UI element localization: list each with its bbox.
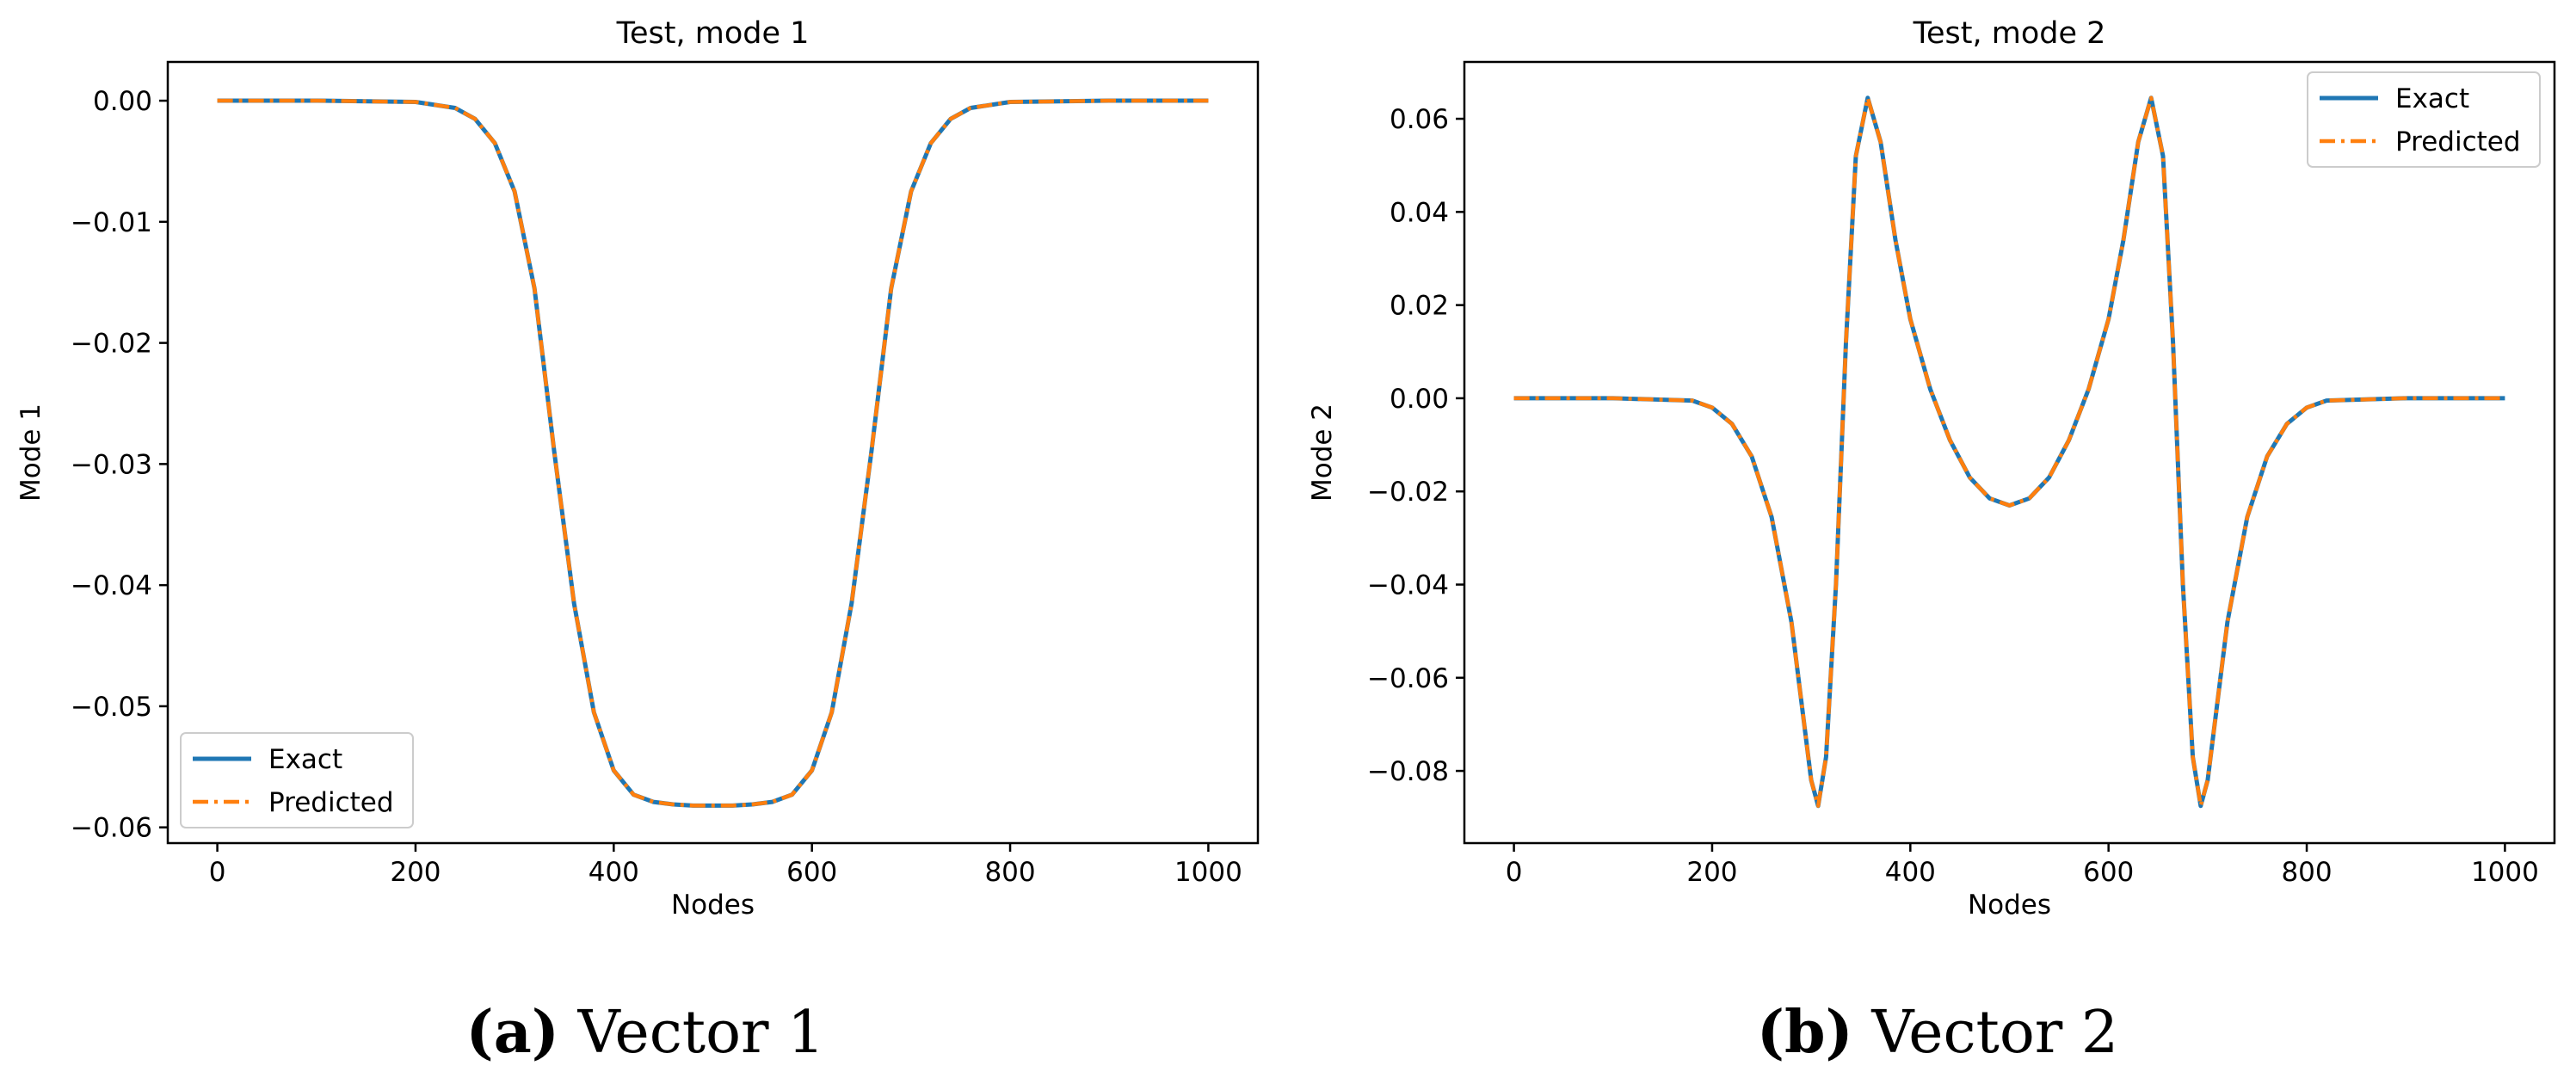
series-line-predicted (1513, 95, 2505, 808)
caption-a-letter: (a) (465, 998, 559, 1067)
chart-title: Test, mode 1 (616, 16, 810, 51)
x-axis-label: Nodes (1968, 890, 2051, 921)
y-axis-label: Mode 2 (1307, 403, 1338, 502)
caption-b: (b) Vector 2 (1464, 998, 2411, 1067)
chart-mode-2: 0 200 400 600 800 1000 0.06 0.04 0.02 0.00 −0.02 −0… (1307, 16, 2556, 921)
legend-label-predicted: Predicted (2395, 126, 2521, 157)
legend-label-exact: Exact (2395, 83, 2469, 114)
y-tick-label: 0.02 (1390, 291, 1449, 322)
legend: Exact Predicted (180, 732, 414, 828)
x-tick-label: 200 (390, 857, 441, 888)
x-tick-label: 800 (984, 857, 1035, 888)
x-tick-label: 200 (1686, 857, 1737, 888)
y-tick-label: −0.06 (71, 813, 152, 844)
x-tick-label: 400 (589, 857, 639, 888)
y-tick-label: −0.02 (71, 329, 152, 360)
y-tick-label: −0.04 (71, 570, 152, 601)
y-tick-label: −0.01 (71, 207, 152, 238)
caption-b-text: Vector 2 (1871, 999, 2119, 1067)
caption-a-text: Vector 1 (577, 999, 825, 1067)
x-tick-label: 1000 (2471, 857, 2539, 888)
legend-label-exact: Exact (268, 744, 342, 775)
y-tick-label: −0.06 (1367, 663, 1449, 694)
legend-label-predicted: Predicted (268, 787, 394, 818)
x-tick-label: 800 (2281, 857, 2332, 888)
chart-title: Test, mode 2 (1913, 16, 2106, 51)
x-axis-label: Nodes (671, 890, 755, 921)
y-tick-label: 0.00 (93, 86, 152, 117)
chart-panel-mode-1: 0 200 400 600 800 1000 0.00 −0.01 −0.02 −0.03 −0.0… (0, 0, 1288, 1080)
y-tick-label: −0.08 (1367, 756, 1449, 787)
y-tick-label: −0.05 (71, 692, 152, 723)
y-tick-label: −0.03 (71, 449, 152, 480)
caption-a: (a) Vector 1 (172, 998, 1119, 1067)
y-axis-label: Mode 1 (15, 403, 46, 502)
plot-frame (166, 60, 1260, 845)
y-tick-label: −0.02 (1367, 477, 1449, 508)
x-tick-label: 600 (786, 857, 837, 888)
x-tick-label: 600 (2083, 857, 2134, 888)
series-line-exact (217, 98, 1209, 808)
plot-frame (1463, 60, 2556, 845)
y-tick-label: 0.04 (1390, 197, 1449, 228)
caption-b-letter: (b) (1756, 998, 1853, 1067)
x-tick-label: 0 (209, 857, 226, 888)
chart-mode-1: 0 200 400 600 800 1000 0.00 −0.01 −0.02 −0.03 −0.0… (15, 16, 1260, 921)
chart-panel-mode-2: 0 200 400 600 800 1000 0.06 0.04 0.02 0.00 −0.02 −0… (1288, 0, 2576, 1080)
x-tick-label: 0 (1506, 857, 1523, 888)
series-line-exact (1513, 95, 2505, 809)
x-tick-label: 400 (1885, 857, 1936, 888)
y-tick-label: 0.00 (1390, 384, 1449, 415)
series-line-predicted (217, 98, 1209, 808)
y-tick-label: 0.06 (1390, 104, 1449, 135)
x-tick-label: 1000 (1174, 857, 1242, 888)
y-tick-label: −0.04 (1367, 570, 1449, 601)
legend: Exact Predicted (2307, 71, 2541, 168)
